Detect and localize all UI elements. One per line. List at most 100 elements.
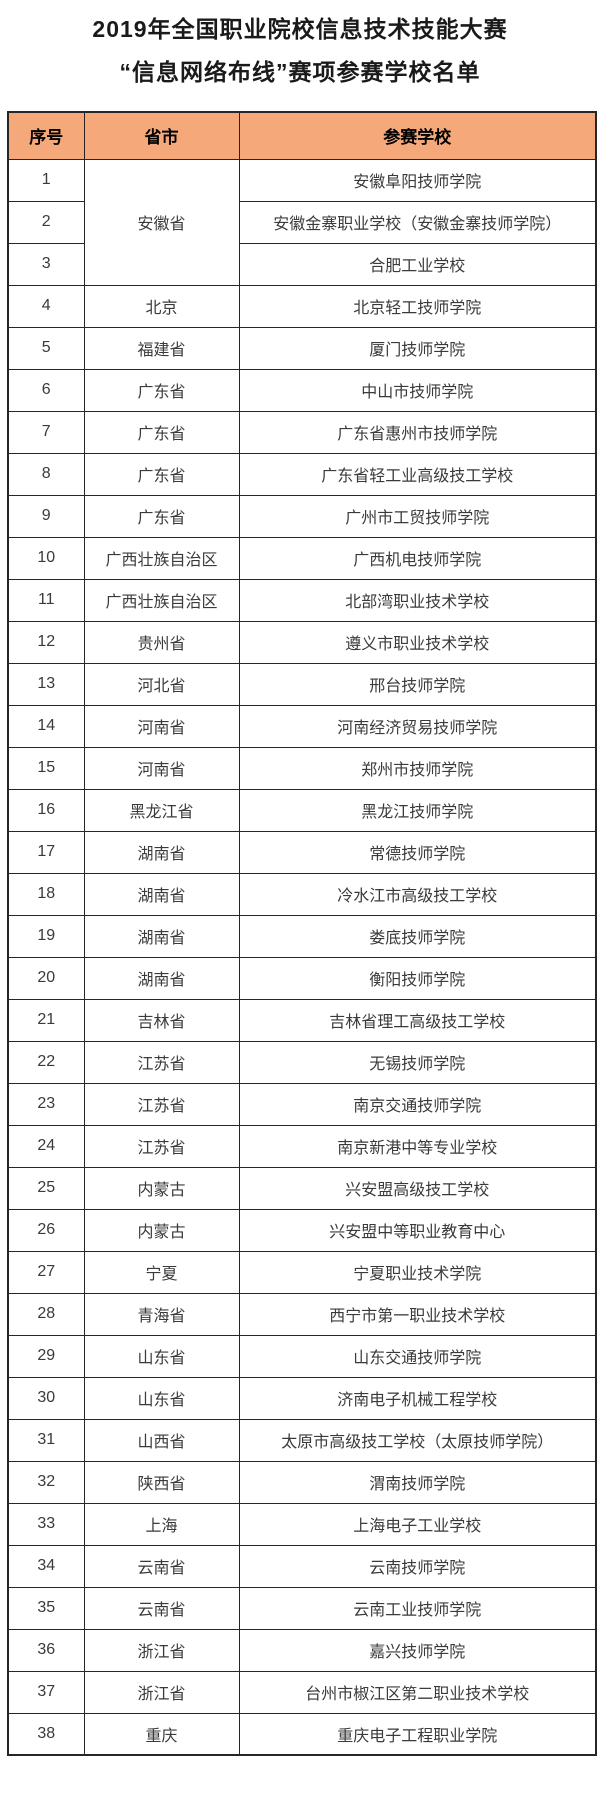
table-row: 33 上海 上海电子工业学校	[7, 1502, 597, 1546]
province-cell: 河南省	[83, 704, 240, 748]
row-index-cell: 21	[7, 998, 85, 1042]
province-cell: 青海省	[83, 1292, 240, 1336]
school-cell: 娄底技师学院	[238, 914, 597, 958]
table-row: 12 贵州省 遵义市职业技术学校	[7, 620, 597, 664]
province-cell: 湖南省	[83, 956, 240, 1000]
page-title: 2019年全国职业院校信息技术技能大赛	[92, 16, 508, 42]
province-cell: 贵州省	[83, 620, 240, 664]
row-index-cell: 3	[7, 242, 85, 286]
school-cell: 北部湾职业技术学校	[238, 578, 597, 622]
row-index-cell: 1	[7, 158, 85, 202]
school-cell: 山东交通技师学院	[238, 1334, 597, 1378]
province-cell: 山东省	[83, 1334, 240, 1378]
school-cell: 安徽阜阳技师学院	[238, 158, 597, 202]
school-cell: 合肥工业学校	[238, 242, 597, 286]
school-cell: 西宁市第一职业技术学校	[238, 1292, 597, 1336]
row-index-cell: 15	[7, 746, 85, 790]
table-row: 9 广东省 广州市工贸技师学院	[7, 494, 597, 538]
province-cell: 浙江省	[83, 1628, 240, 1672]
province-cell: 内蒙古	[83, 1208, 240, 1252]
table-row: 37 浙江省 台州市椒江区第二职业技术学校	[7, 1670, 597, 1714]
column-header-index: 序号	[7, 111, 85, 160]
row-index-cell: 9	[7, 494, 85, 538]
table-row: 22 江苏省 无锡技师学院	[7, 1040, 597, 1084]
row-index-cell: 6	[7, 368, 85, 412]
table-row: 8 广东省 广东省轻工业高级技工学校	[7, 452, 597, 496]
row-index-cell: 35	[7, 1586, 85, 1630]
row-index-cell: 29	[7, 1334, 85, 1378]
province-cell: 宁夏	[83, 1250, 240, 1294]
table-row: 1 安徽省 安徽阜阳技师学院	[7, 158, 597, 286]
school-cell: 南京新港中等专业学校	[238, 1124, 597, 1168]
table-row: 20 湖南省 衡阳技师学院	[7, 956, 597, 1000]
table-row: 27 宁夏 宁夏职业技术学院	[7, 1250, 597, 1294]
school-cell: 中山市技师学院	[238, 368, 597, 412]
school-cell: 郑州市技师学院	[238, 746, 597, 790]
row-index-cell: 22	[7, 1040, 85, 1084]
school-cell: 云南技师学院	[238, 1544, 597, 1588]
table-body: 1 安徽省 安徽阜阳技师学院 2 安徽金寨职业学校（安徽金寨技师学院） 3 合肥工业学校 4 北…	[7, 158, 597, 1756]
table-row: 34 云南省 云南技师学院	[7, 1544, 597, 1588]
school-cell: 重庆电子工程职业学院	[238, 1712, 597, 1756]
school-cell: 无锡技师学院	[238, 1040, 597, 1084]
row-index-cell: 27	[7, 1250, 85, 1294]
province-cell: 广东省	[83, 452, 240, 496]
row-index-cell: 4	[7, 284, 85, 328]
table-row: 28 青海省 西宁市第一职业技术学校	[7, 1292, 597, 1336]
school-cell: 北京轻工技师学院	[238, 284, 597, 328]
table-row: 24 江苏省 南京新港中等专业学校	[7, 1124, 597, 1168]
province-cell: 重庆	[83, 1712, 240, 1756]
school-cell: 广州市工贸技师学院	[238, 494, 597, 538]
table-row: 36 浙江省 嘉兴技师学院	[7, 1628, 597, 1672]
school-cell: 广东省惠州市技师学院	[238, 410, 597, 454]
school-cell: 吉林省理工高级技工学校	[238, 998, 597, 1042]
row-index-cell: 32	[7, 1460, 85, 1504]
province-cell: 江苏省	[83, 1040, 240, 1084]
row-index-cell: 8	[7, 452, 85, 496]
row-index-cell: 34	[7, 1544, 85, 1588]
row-index-cell: 7	[7, 410, 85, 454]
school-cell: 上海电子工业学校	[238, 1502, 597, 1546]
school-cell: 黑龙江技师学院	[238, 788, 597, 832]
province-cell: 湖南省	[83, 914, 240, 958]
row-index-cell: 30	[7, 1376, 85, 1420]
province-cell: 陕西省	[83, 1460, 240, 1504]
page-subtitle: “信息网络布线”赛项参赛学校名单	[119, 59, 481, 85]
row-index-cell: 19	[7, 914, 85, 958]
school-cell: 广西机电技师学院	[238, 536, 597, 580]
school-cell: 南京交通技师学院	[238, 1082, 597, 1126]
school-cell: 嘉兴技师学院	[238, 1628, 597, 1672]
table-row: 30 山东省 济南电子机械工程学校	[7, 1376, 597, 1420]
row-index-cell: 18	[7, 872, 85, 916]
province-cell: 广东省	[83, 494, 240, 538]
table-row: 38 重庆 重庆电子工程职业学院	[7, 1712, 597, 1756]
table-row: 32 陕西省 渭南技师学院	[7, 1460, 597, 1504]
province-cell: 广西壮族自治区	[83, 536, 240, 580]
row-index-cell: 16	[7, 788, 85, 832]
table-row: 18 湖南省 冷水江市高级技工学校	[7, 872, 597, 916]
row-index-cell: 5	[7, 326, 85, 370]
table-header: 序号 省市 参赛学校	[7, 111, 597, 160]
table-row: 29 山东省 山东交通技师学院	[7, 1334, 597, 1378]
table-row: 10 广西壮族自治区 广西机电技师学院	[7, 536, 597, 580]
table-row: 16 黑龙江省 黑龙江技师学院	[7, 788, 597, 832]
school-cell: 渭南技师学院	[238, 1460, 597, 1504]
row-index-cell: 28	[7, 1292, 85, 1336]
province-cell: 山东省	[83, 1376, 240, 1420]
row-index-cell: 24	[7, 1124, 85, 1168]
province-cell: 江苏省	[83, 1082, 240, 1126]
table-row: 11 广西壮族自治区 北部湾职业技术学校	[7, 578, 597, 622]
table-row: 31 山西省 太原市高级技工学校（太原技师学院）	[7, 1418, 597, 1462]
table-row: 7 广东省 广东省惠州市技师学院	[7, 410, 597, 454]
row-index-cell: 14	[7, 704, 85, 748]
row-index-cell: 20	[7, 956, 85, 1000]
table-row: 19 湖南省 娄底技师学院	[7, 914, 597, 958]
row-index-cell: 23	[7, 1082, 85, 1126]
table-row: 4 北京 北京轻工技师学院	[7, 284, 597, 328]
row-index-cell: 11	[7, 578, 85, 622]
province-cell: 广西壮族自治区	[83, 578, 240, 622]
province-cell: 上海	[83, 1502, 240, 1546]
row-index-cell: 36	[7, 1628, 85, 1672]
school-cell: 兴安盟高级技工学校	[238, 1166, 597, 1210]
table-row: 15 河南省 郑州市技师学院	[7, 746, 597, 790]
